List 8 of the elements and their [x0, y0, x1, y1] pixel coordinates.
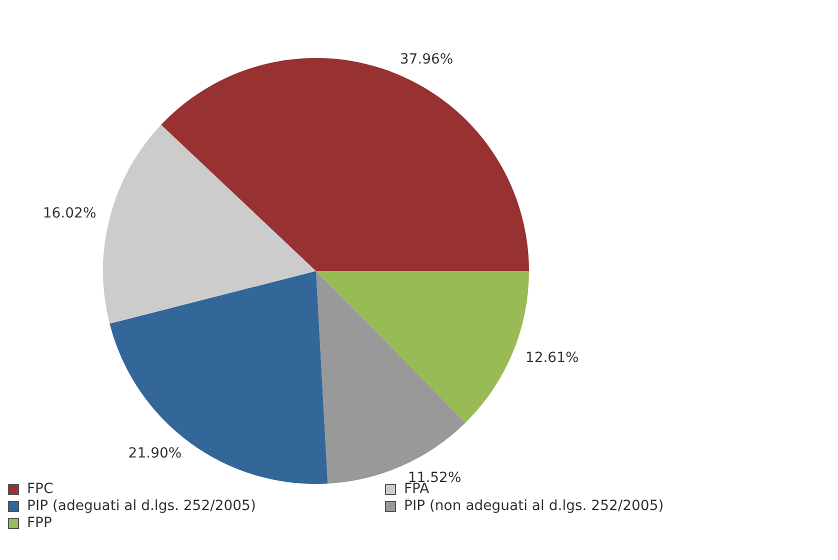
data-label: 21.90%	[128, 446, 182, 462]
legend-label: FPP	[27, 515, 52, 532]
legend-label: FPC	[27, 481, 54, 498]
data-label: 37.96%	[400, 52, 454, 68]
legend-label: PIP (adeguati al d.lgs. 252/2005)	[27, 498, 256, 515]
data-label: 12.61%	[525, 350, 579, 366]
legend-label: PIP (non adeguati al d.lgs. 252/2005)	[404, 498, 664, 515]
data-label: 16.02%	[42, 206, 96, 222]
